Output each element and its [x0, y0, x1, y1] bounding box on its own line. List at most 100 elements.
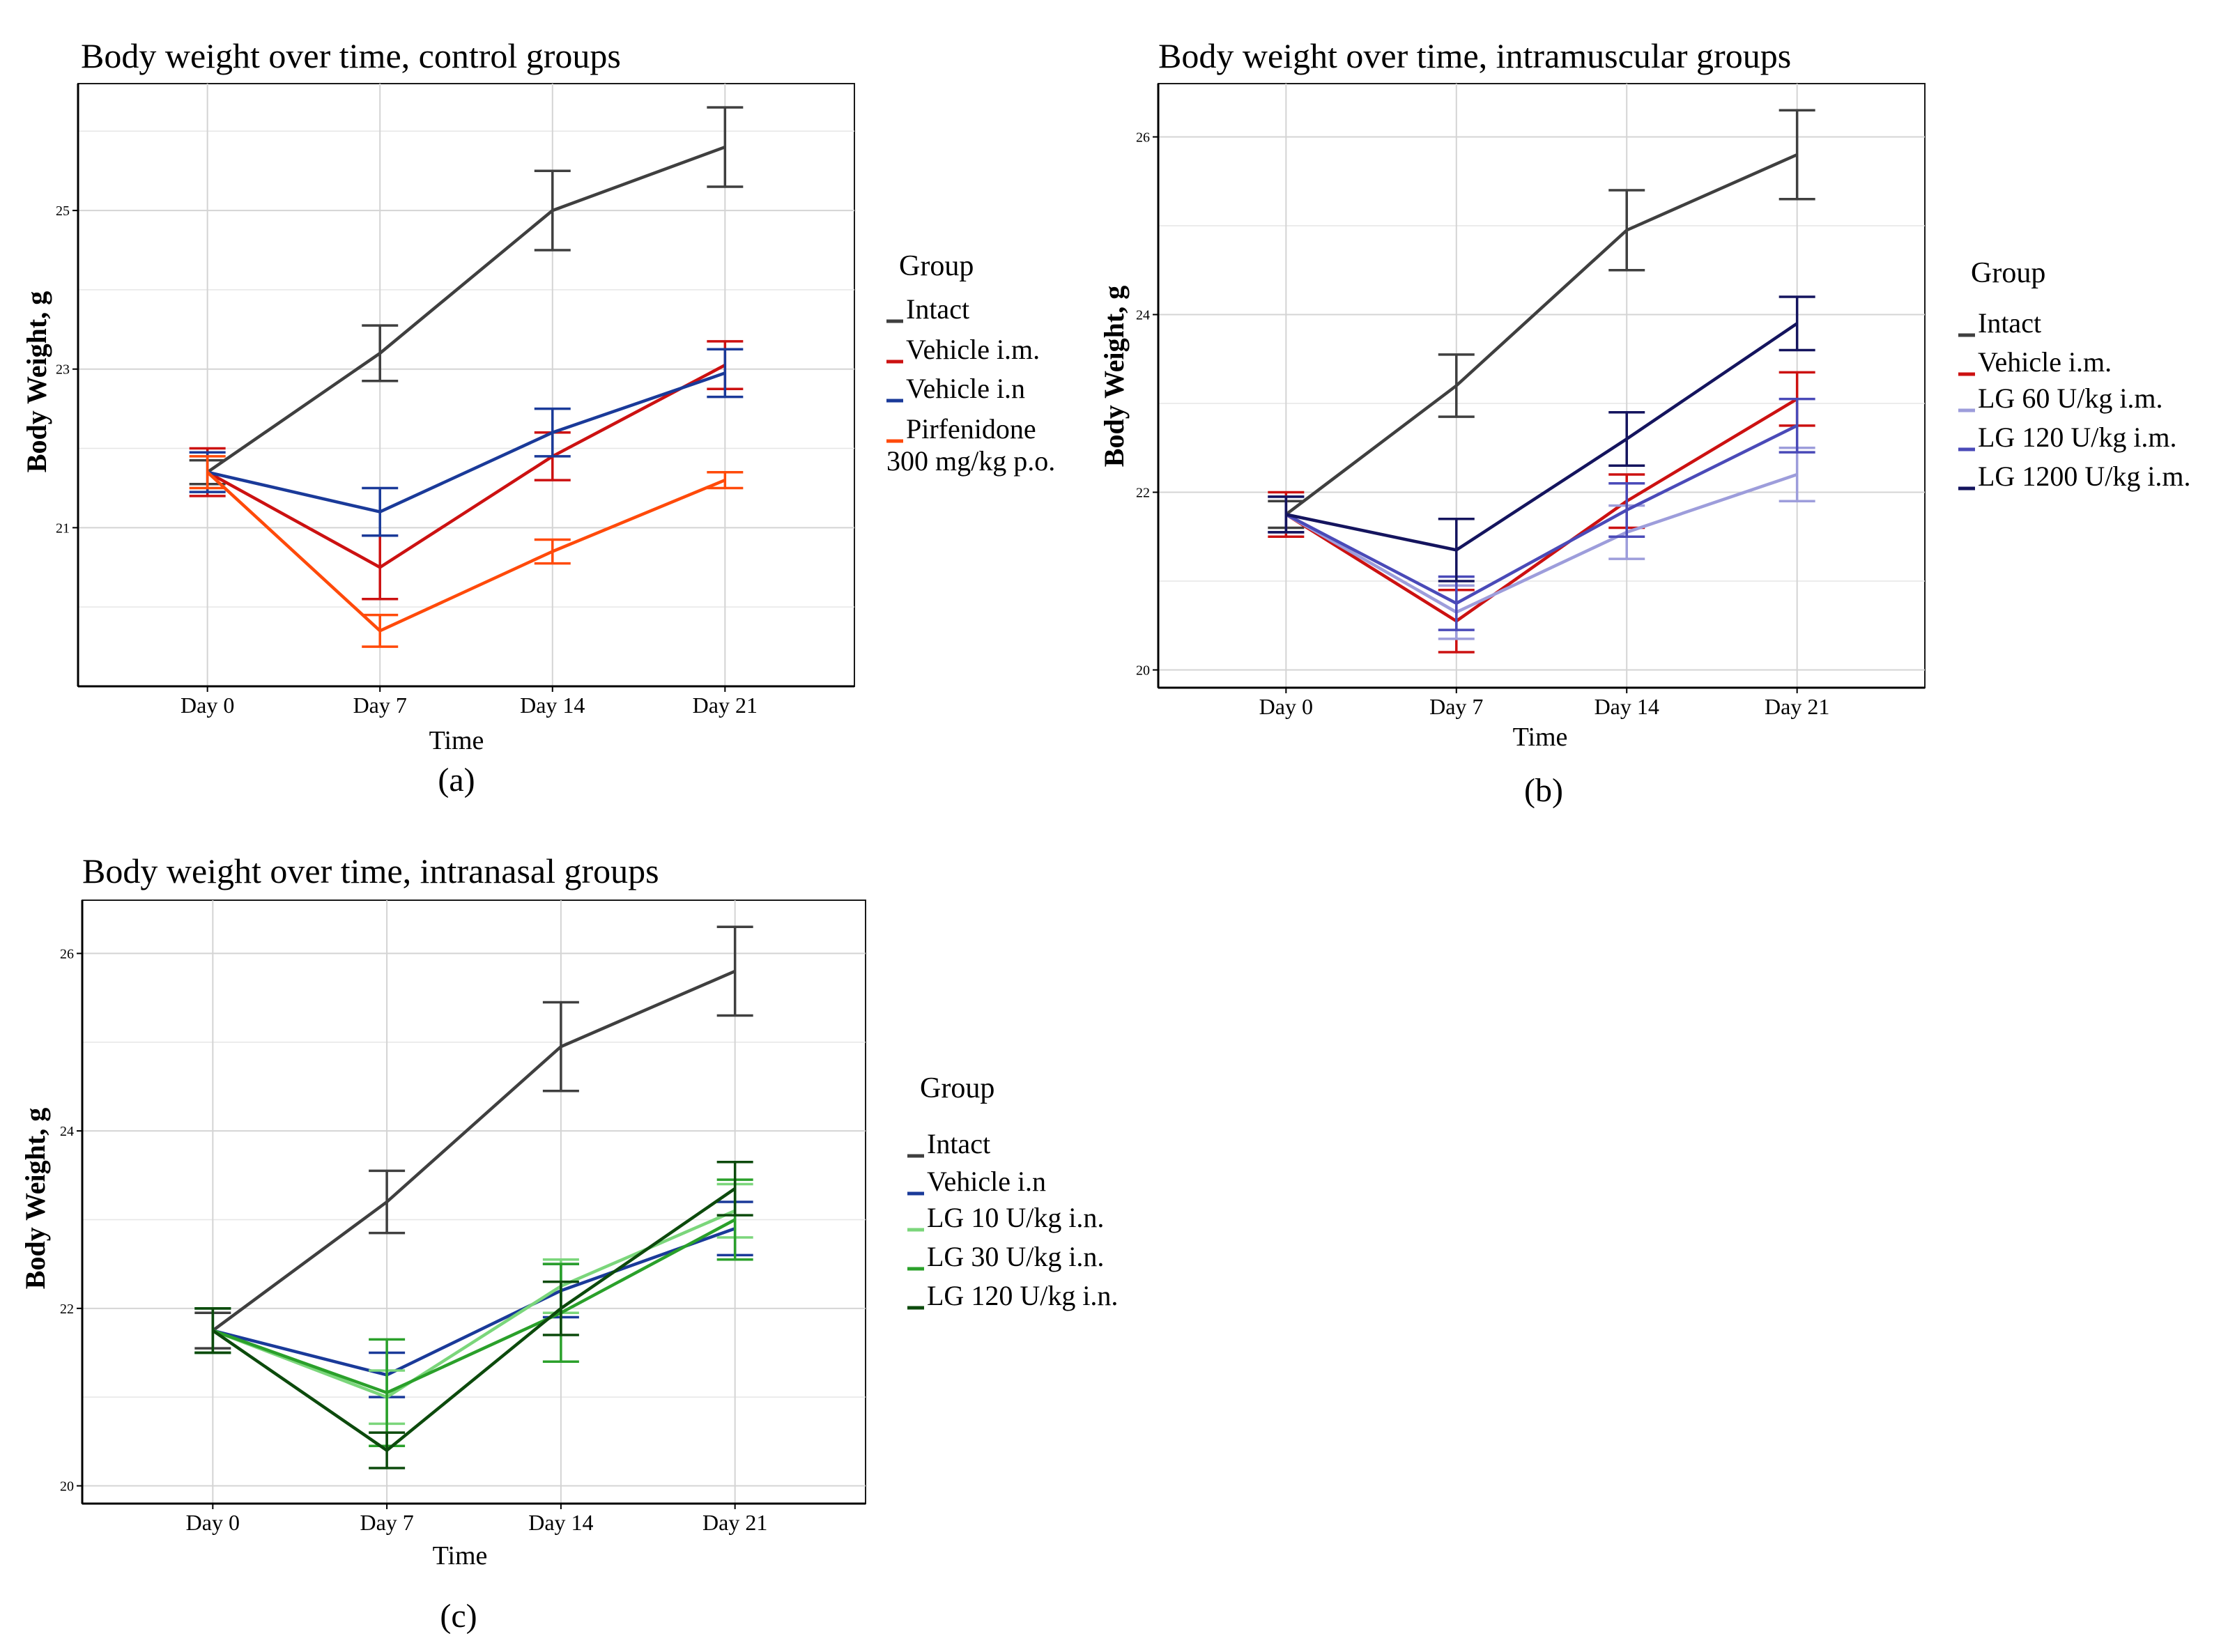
y-tick-label: 23: [56, 362, 70, 378]
legend-label: LG 60 U/kg i.m.: [1978, 383, 2163, 414]
x-tick-label: Day 21: [702, 1510, 767, 1535]
error-bar: [534, 169, 571, 252]
series-line-vehicle-i-n: [207, 371, 726, 514]
error-bar: [1268, 495, 1305, 534]
series-lg-1200-u-kg-i-m: [1268, 295, 1815, 582]
legend-label: Intact: [906, 293, 969, 325]
y-axis-title: Body Weight, g: [20, 1108, 51, 1289]
x-tick-label: Day 0: [1259, 694, 1313, 719]
y-tick-label: 22: [60, 1302, 74, 1317]
x-axis-title: Time: [1513, 723, 1568, 752]
error-bar: [1438, 518, 1475, 582]
x-tick-label: Day 14: [528, 1510, 593, 1535]
legend-item-lg-10-u-kg-i-n: LG 10 U/kg i.n.: [907, 1202, 1104, 1233]
series-line-lg-60-u-kg-i-m: [1285, 472, 1798, 614]
error-bar: [1438, 353, 1475, 418]
error-bar: [1608, 411, 1645, 467]
series-line-vehicle-i-n: [212, 1227, 736, 1377]
series-line-lg-30-u-kg-i-n: [212, 1218, 736, 1395]
panel-label: (a): [438, 762, 475, 798]
legend-item-lg-1200-u-kg-i-m: LG 1200 U/kg i.m.: [1958, 461, 2191, 492]
legend-label: LG 120 U/kg i.n.: [927, 1280, 1118, 1311]
x-tick-label: Day 21: [693, 693, 758, 718]
error-bar: [369, 1169, 406, 1235]
series-line-intact: [211, 969, 736, 1332]
plot-area: [1158, 83, 1926, 688]
legend-item-vehicle-i-m: Vehicle i.m.: [1958, 346, 2112, 378]
legend-label: Vehicle i.m.: [1978, 346, 2112, 378]
legend-label: LG 10 U/kg i.n.: [927, 1202, 1104, 1233]
legend-item-vehicle-i-n: Vehicle i.n: [907, 1166, 1046, 1197]
chart-panel-b: 20 22 24 26 Day 0 Day 7 Day 14 Day 21 Body weigh…: [1098, 36, 2191, 809]
x-axis-title: Time: [433, 1541, 488, 1570]
legend-item-intact: Intact: [907, 1128, 990, 1159]
legend-item-lg-30-u-kg-i-n: LG 30 U/kg i.n.: [907, 1241, 1104, 1272]
error-bar: [369, 1431, 406, 1469]
legend-label: Intact: [927, 1128, 990, 1159]
legend-label: Pirfenidone 300 mg/kg p.o.: [886, 413, 1055, 477]
series-vehicle-i-n: [189, 348, 744, 537]
y-tick-label: 24: [1136, 308, 1150, 323]
x-tick-label: Day 0: [186, 1510, 240, 1535]
error-bar: [1778, 397, 1815, 454]
y-tick-label: 20: [60, 1479, 74, 1495]
y-tick-label: 21: [56, 520, 70, 536]
error-bar: [534, 538, 571, 565]
error-bar: [716, 1160, 753, 1217]
error-bar: [1608, 482, 1645, 538]
legend-item-intact: Intact: [1958, 307, 2041, 339]
legend-label: Intact: [1978, 307, 2041, 339]
chart-title: Body weight over time, intramuscular gro…: [1158, 36, 1791, 75]
x-tick-label: Day 7: [360, 1510, 413, 1535]
chart-panel-a: 21 23 25 Day 0 Day 7 Day 14 Day 21 Body weight …: [21, 36, 1055, 798]
x-tick-label: Day 0: [180, 693, 234, 718]
error-bar: [362, 324, 399, 383]
error-bar: [534, 407, 571, 458]
error-bar: [542, 1280, 579, 1336]
legend-label: Vehicle i.n: [906, 373, 1025, 404]
y-tick-label: 20: [1136, 663, 1150, 679]
legend-title: Group: [1971, 257, 2045, 289]
error-bar: [716, 925, 753, 1017]
y-tick-label: 26: [60, 946, 74, 962]
legend-label: LG 1200 U/kg i.m.: [1978, 461, 2191, 492]
legend-item-vehicle-i-m: Vehicle i.m.: [886, 334, 1040, 365]
error-bar: [542, 1001, 579, 1093]
series-line-intact: [1284, 153, 1798, 516]
legend-item-pirfenidone-300-mg-kg-p-o: Pirfenidone 300 mg/kg p.o.: [886, 413, 1055, 477]
legend-item-lg-120-u-kg-i-m: LG 120 U/kg i.m.: [1958, 422, 2177, 453]
y-tick-label: 22: [1136, 486, 1150, 501]
y-tick-label: 24: [60, 1124, 74, 1139]
panel-label: (c): [440, 1598, 477, 1635]
error-bar: [707, 348, 744, 399]
error-bar: [194, 1307, 231, 1354]
chart-title: Body weight over time, control groups: [81, 36, 621, 75]
legend-item-intact: Intact: [886, 293, 969, 325]
series-intact: [194, 925, 753, 1350]
x-axis-title: Time: [429, 726, 484, 755]
error-bar: [1778, 109, 1815, 201]
error-bar: [1778, 295, 1815, 352]
y-tick-label: 26: [1136, 130, 1150, 146]
error-bar: [189, 455, 226, 490]
series-line-intact: [206, 145, 726, 474]
series-line-pirfenidone-300-mg-kg-p-o: [206, 471, 726, 633]
plot-area: [77, 83, 855, 687]
legend-label: LG 120 U/kg i.m.: [1978, 422, 2177, 453]
x-tick-label: Day 7: [1429, 694, 1483, 719]
legend: Group Intact Vehicle i.n LG 10 U/kg i.n. LG …: [907, 1072, 1118, 1311]
x-tick-label: Day 14: [1595, 694, 1659, 719]
chart-panel-c: 20 22 24 26 Day 0 Day 7 Day 14 Day 21 Body weigh…: [20, 851, 1118, 1635]
chart-title: Body weight over time, intranasal groups: [82, 851, 659, 890]
y-axis-title: Body Weight, g: [21, 291, 52, 472]
x-tick-label: Day 7: [353, 693, 407, 718]
legend-item-lg-120-u-kg-i-n: LG 120 U/kg i.n.: [907, 1280, 1118, 1311]
legend-label: LG 30 U/kg i.n.: [927, 1241, 1104, 1272]
error-bar: [362, 486, 399, 537]
error-bar: [362, 613, 399, 648]
y-axis-title: Body Weight, g: [1098, 286, 1130, 467]
series-line-lg-120-u-kg-i-m: [1285, 424, 1798, 605]
legend-item-lg-60-u-kg-i-m: LG 60 U/kg i.m.: [1958, 383, 2163, 414]
series-intact: [1268, 109, 1815, 530]
